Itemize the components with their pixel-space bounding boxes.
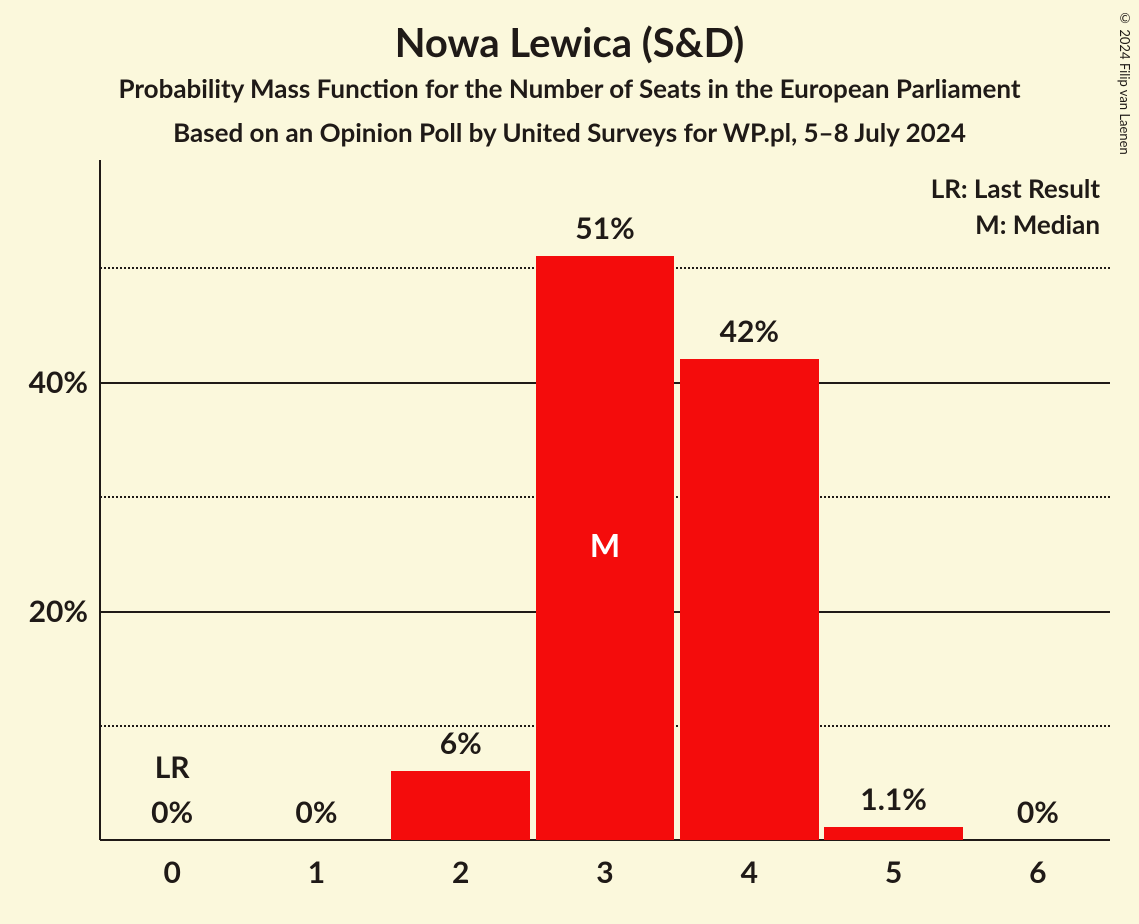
x-tick-label: 3 (596, 854, 613, 890)
copyright-text: © 2024 Filip van Laenen (1117, 10, 1133, 155)
last-result-marker: LR (155, 749, 190, 785)
legend-median: M: Median (975, 208, 1100, 240)
y-tick-label: 20% (29, 593, 88, 629)
y-axis-line (99, 160, 101, 840)
y-tick-label: 40% (29, 364, 88, 400)
bar-value-label: 1.1% (860, 781, 927, 817)
bar-value-label: 51% (575, 210, 634, 246)
x-tick-label: 0 (163, 854, 180, 890)
bar-value-label: 0% (295, 794, 337, 830)
bar-value-label: 42% (720, 313, 779, 349)
bar (680, 359, 819, 840)
x-tick-label: 6 (1029, 854, 1046, 890)
chart-subtitle-1: Probability Mass Function for the Number… (0, 72, 1139, 104)
bar-value-label: 6% (440, 725, 482, 761)
x-tick-label: 1 (308, 854, 325, 890)
legend-last-result: LR: Last Result (931, 172, 1100, 204)
bar (391, 771, 530, 840)
chart-subtitle-2: Based on an Opinion Poll by United Surve… (0, 116, 1139, 148)
x-tick-label: 4 (741, 854, 758, 890)
bar (824, 827, 963, 840)
plot-area: 20%40%0%0LR0%16%251%3M42%41.1%50%6LR: La… (100, 210, 1110, 840)
chart-container: Nowa Lewica (S&D) Probability Mass Funct… (0, 0, 1139, 924)
median-marker: M (590, 525, 620, 564)
chart-title: Nowa Lewica (S&D) (0, 18, 1139, 66)
bar-value-label: 0% (1017, 794, 1059, 830)
bar-value-label: 0% (151, 794, 193, 830)
x-tick-label: 2 (452, 854, 469, 890)
x-tick-label: 5 (885, 854, 902, 890)
